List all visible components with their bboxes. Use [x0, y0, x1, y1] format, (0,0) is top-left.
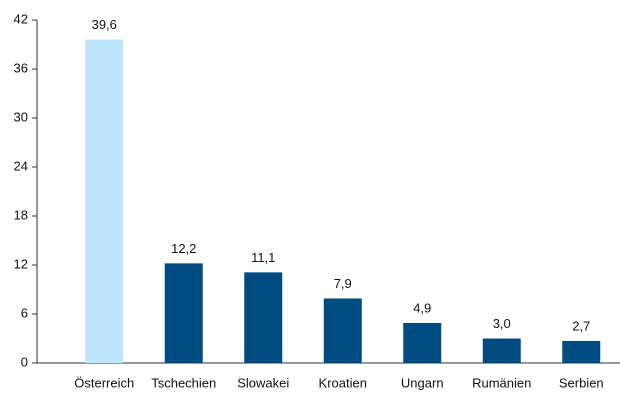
bar [562, 340, 601, 363]
y-tick-label: 42 [14, 11, 28, 26]
y-tick-label: 36 [14, 60, 28, 75]
y-tick-label: 6 [21, 305, 28, 320]
value-label: 7,9 [334, 276, 352, 291]
value-label: 12,2 [171, 241, 196, 256]
y-tick-label: 24 [14, 158, 28, 173]
x-tick-label: Kroatien [319, 375, 367, 390]
y-tick-label: 0 [21, 354, 28, 369]
bar [164, 263, 203, 363]
x-tick-label: Österreich [74, 375, 134, 390]
x-tick-label: Slowakei [237, 375, 289, 390]
bar [403, 322, 442, 363]
x-tick-label: Tschechien [151, 375, 216, 390]
value-label: 4,9 [413, 300, 431, 315]
x-tick-label: Rumänien [472, 375, 531, 390]
bar [85, 39, 124, 363]
y-tick-label: 12 [14, 256, 28, 271]
bar [482, 338, 521, 363]
value-label: 39,6 [92, 17, 117, 32]
bar [323, 298, 362, 363]
value-label: 2,7 [572, 318, 590, 333]
y-tick-label: 18 [14, 207, 28, 222]
y-tick-label: 30 [14, 109, 28, 124]
value-label: 11,1 [251, 250, 275, 265]
x-tick-label: Serbien [559, 375, 604, 390]
x-tick-label: Ungarn [401, 375, 444, 390]
bar [244, 272, 283, 363]
value-label: 3,0 [493, 316, 511, 331]
